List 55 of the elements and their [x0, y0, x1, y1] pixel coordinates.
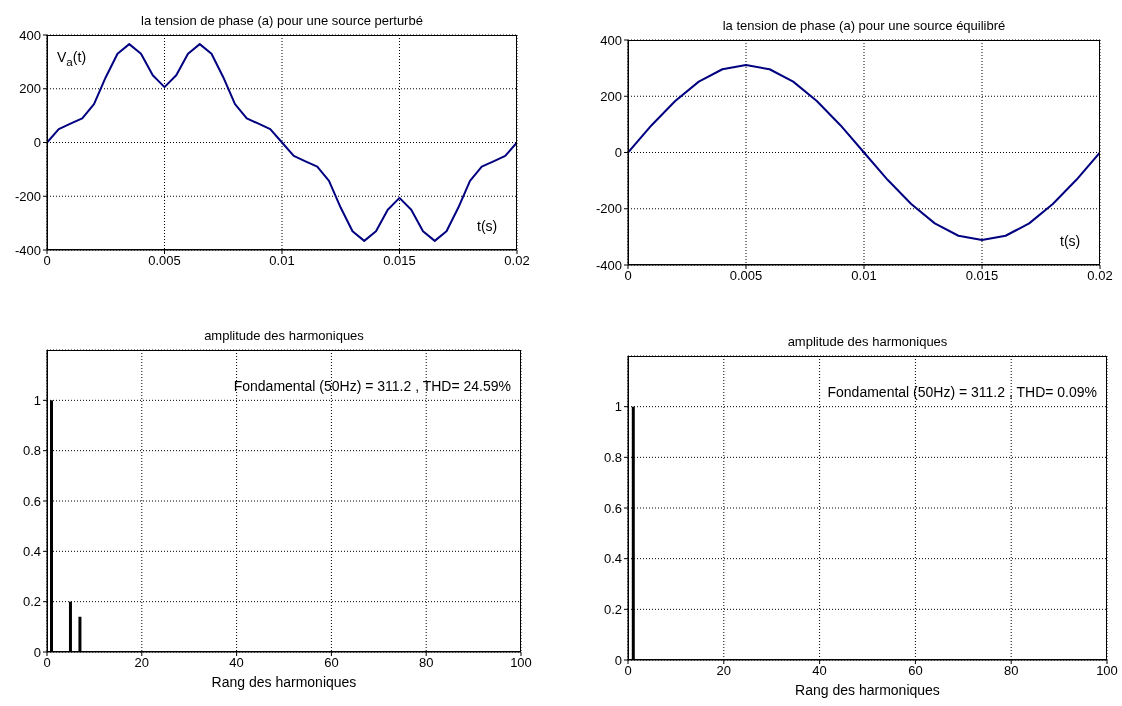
y-tick-label: 0.6: [22, 493, 41, 509]
x-tick-label: 80: [418, 655, 434, 671]
chart-title: la tension de phase (a) pour une source perturbé: [140, 13, 424, 28]
chart-title: la tension de phase (a) pour une source équilibré: [721, 18, 1007, 33]
y-tick-label: 200: [19, 81, 41, 97]
x-tick-label: 80: [1003, 663, 1019, 679]
x-tick-label: 60: [324, 655, 339, 671]
y-tick-label: 0.2: [603, 601, 622, 617]
y-tick-label: 0.8: [22, 443, 41, 459]
x-tick-label: 0.01: [269, 253, 295, 269]
x-tick-label: 40: [229, 655, 244, 671]
chart-title: amplitude des harmoniques: [786, 334, 949, 349]
y-tick-label: 0.6: [603, 500, 622, 516]
x-tick-label: 0.005: [729, 268, 763, 284]
y-tick-label: 400: [600, 32, 622, 48]
y-tick-label: -400: [14, 242, 41, 258]
y-tick-label: 1: [33, 392, 41, 408]
x-tick-label: 0.015: [383, 253, 416, 269]
y-tick-label: 0.8: [603, 449, 622, 465]
x-tick-label: 60: [908, 663, 923, 679]
x-tick-label: 0.02: [504, 253, 530, 269]
y-tick-label: 0.4: [22, 543, 41, 559]
x-tick-label: 0: [43, 655, 51, 671]
x-axis-title: Rang des harmoniques: [211, 674, 357, 690]
x-tick-label: 0: [624, 663, 632, 679]
y-axis-title: V$_{a}$(t): [57, 49, 87, 68]
x-tick-label: 100: [510, 655, 532, 671]
x-tick-label: 20: [716, 663, 732, 679]
x-tick-label: 0.015: [965, 268, 999, 284]
x-tick-label: 0: [624, 268, 632, 284]
x-tick-label: 0.005: [148, 253, 181, 269]
x-tick-label: 20: [134, 655, 150, 671]
y-tick-label: 0.4: [603, 551, 622, 567]
chart-title: amplitude des harmoniques: [203, 328, 365, 343]
x-tick-label: 0.02: [1087, 268, 1113, 284]
y-tick-label: 1: [614, 399, 622, 415]
y-tick-label: -400: [595, 257, 622, 273]
y-tick-label: 400: [19, 27, 41, 43]
x-tick-label: 0.01: [851, 268, 877, 284]
annotation: Fondamental (50Hz) = 311.2 , THD= 24.59%: [233, 378, 511, 394]
x-axis-title: t(s): [1060, 233, 1081, 249]
y-tick-label: 0: [33, 135, 41, 151]
x-tick-label: 40: [812, 663, 827, 679]
y-tick-label: 0: [614, 145, 622, 161]
x-axis-title: Rang des harmoniques: [795, 682, 940, 698]
x-axis-title: t(s): [477, 218, 498, 234]
x-tick-label: 0: [43, 253, 51, 269]
y-tick-label: -200: [595, 201, 622, 217]
line-series: [47, 43, 517, 242]
y-tick-label: 0: [33, 644, 41, 660]
y-tick-label: 200: [600, 88, 622, 104]
y-tick-label: -200: [14, 188, 41, 204]
y-tick-label: 0.2: [22, 594, 41, 610]
x-tick-label: 100: [1096, 663, 1118, 679]
annotation: Fondamental (50Hz) = 311.2 , THD= 0.09%: [827, 384, 1097, 400]
